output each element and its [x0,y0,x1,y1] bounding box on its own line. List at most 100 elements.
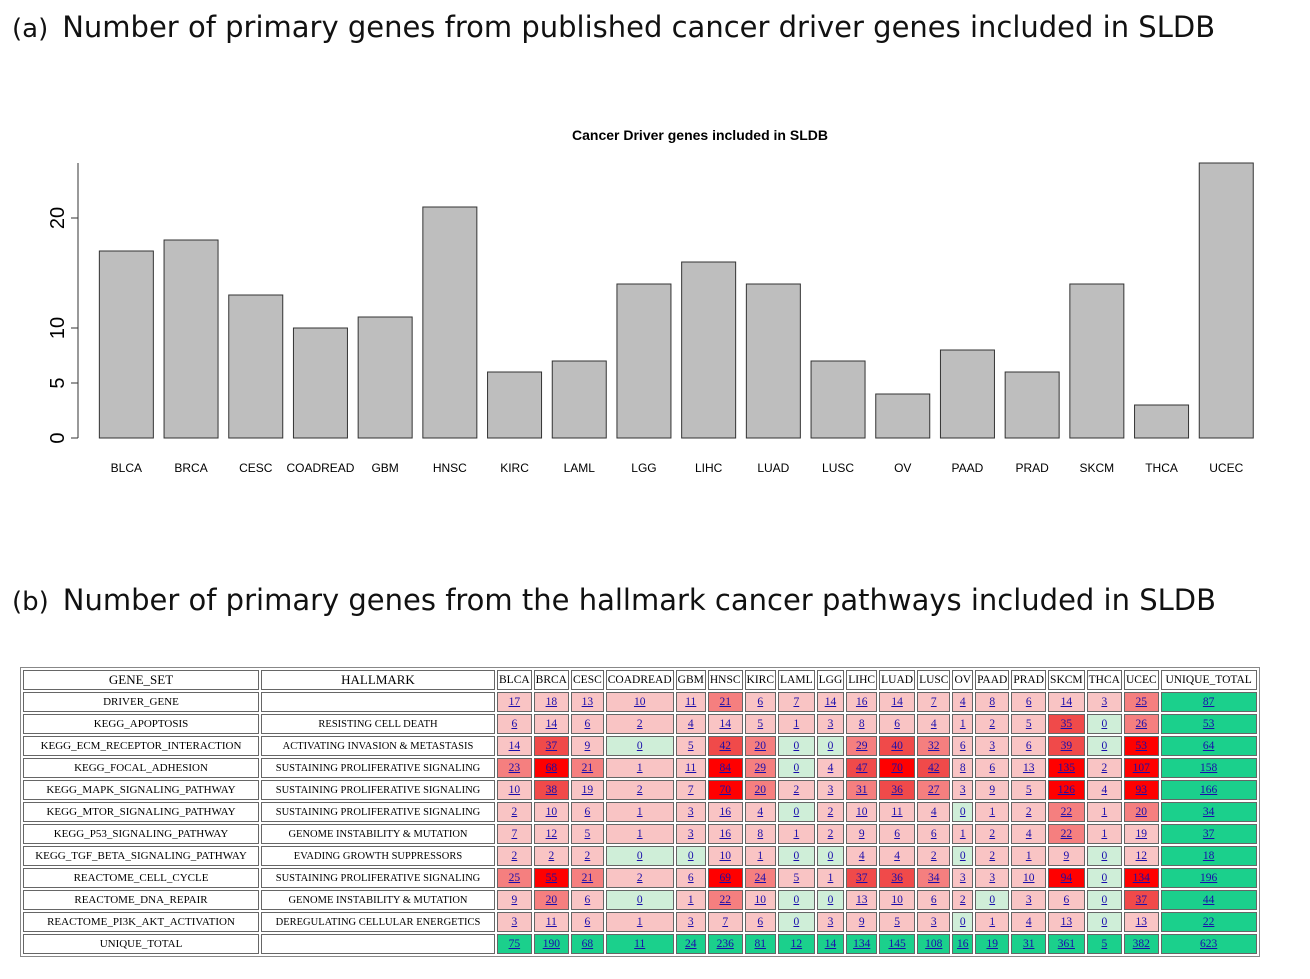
value-link[interactable]: 1 [989,916,996,928]
value-link[interactable]: 12 [545,828,558,840]
value-link[interactable]: 2 [511,806,518,818]
value-link[interactable]: 1 [636,806,643,818]
value-link[interactable]: 19 [986,938,998,950]
value-link[interactable]: 25 [1135,696,1148,708]
value-link[interactable]: 2 [1101,762,1108,774]
value-link[interactable]: 21 [581,872,594,884]
value-link[interactable]: 5 [894,916,900,928]
value-link[interactable]: 9 [1063,850,1070,862]
value-link[interactable]: 361 [1057,938,1075,950]
value-link[interactable]: 1 [636,916,643,928]
value-link[interactable]: 1 [793,718,800,730]
value-link[interactable]: 0 [1101,872,1108,884]
value-link[interactable]: 2 [959,894,966,906]
value-link[interactable]: 4 [1025,828,1032,840]
value-link[interactable]: 31 [1022,938,1035,950]
value-link[interactable]: 0 [1101,740,1108,752]
value-link[interactable]: 36 [891,872,903,884]
unique-total-link[interactable]: 53 [1202,718,1215,730]
value-link[interactable]: 0 [793,806,800,818]
value-link[interactable]: 6 [1063,894,1070,906]
value-link[interactable]: 84 [719,762,731,774]
value-link[interactable]: 0 [827,850,834,862]
value-link[interactable]: 75 [508,938,521,950]
value-link[interactable]: 6 [757,696,764,708]
value-link[interactable]: 4 [894,850,900,862]
value-link[interactable]: 11 [545,916,557,928]
value-link[interactable]: 3 [687,916,694,928]
value-link[interactable]: 2 [636,784,643,796]
value-link[interactable]: 7 [511,828,518,840]
value-link[interactable]: 3 [959,872,966,884]
value-link[interactable]: 42 [719,740,731,752]
value-link[interactable]: 6 [511,718,518,730]
value-link[interactable]: 6 [930,894,937,906]
value-link[interactable]: 5 [1025,718,1032,730]
value-link[interactable]: 3 [687,806,694,818]
value-link[interactable]: 1 [989,806,996,818]
value-link[interactable]: 2 [636,872,643,884]
value-link[interactable]: 40 [891,740,903,752]
value-link[interactable]: 0 [827,894,834,906]
value-link[interactable]: 0 [959,916,966,928]
value-link[interactable]: 11 [891,806,903,818]
value-link[interactable]: 14 [824,938,837,950]
value-link[interactable]: 42 [928,762,940,774]
value-link[interactable]: 3 [930,916,937,928]
value-link[interactable]: 21 [719,696,731,708]
value-link[interactable]: 0 [636,740,643,752]
value-link[interactable]: 11 [685,762,697,774]
value-link[interactable]: 11 [634,938,646,950]
value-link[interactable]: 1 [793,828,800,840]
unique-total-link[interactable]: 37 [1202,828,1215,840]
value-link[interactable]: 25 [508,872,521,884]
value-link[interactable]: 37 [1135,894,1148,906]
value-link[interactable]: 0 [959,850,966,862]
value-link[interactable]: 4 [687,718,694,730]
value-link[interactable]: 2 [548,850,555,862]
unique-total-link[interactable]: 44 [1202,894,1215,906]
value-link[interactable]: 1 [1101,806,1108,818]
value-link[interactable]: 7 [930,696,937,708]
value-link[interactable]: 37 [545,740,558,752]
value-link[interactable]: 10 [1022,872,1035,884]
value-link[interactable]: 36 [891,784,903,796]
value-link[interactable]: 9 [858,916,865,928]
value-link[interactable]: 10 [508,784,521,796]
unique-total-link[interactable]: 623 [1200,938,1218,950]
unique-total-link[interactable]: 158 [1200,762,1218,774]
value-link[interactable]: 9 [511,894,518,906]
value-link[interactable]: 4 [757,806,764,818]
value-link[interactable]: 0 [1101,850,1108,862]
value-link[interactable]: 13 [1060,916,1073,928]
value-link[interactable]: 0 [687,850,694,862]
value-link[interactable]: 19 [1135,828,1148,840]
value-link[interactable]: 126 [1057,784,1075,796]
value-link[interactable]: 6 [687,872,694,884]
value-link[interactable]: 81 [754,938,767,950]
value-link[interactable]: 20 [754,740,767,752]
value-link[interactable]: 68 [545,762,558,774]
value-link[interactable]: 3 [1025,894,1032,906]
value-link[interactable]: 6 [584,806,591,818]
value-link[interactable]: 14 [719,718,731,730]
value-link[interactable]: 3 [827,718,834,730]
value-link[interactable]: 0 [959,806,966,818]
value-link[interactable]: 2 [636,718,643,730]
value-link[interactable]: 6 [1025,740,1032,752]
value-link[interactable]: 190 [542,938,560,950]
value-link[interactable]: 17 [508,696,521,708]
value-link[interactable]: 1 [1025,850,1032,862]
value-link[interactable]: 8 [959,762,966,774]
unique-total-link[interactable]: 34 [1202,806,1215,818]
unique-total-link[interactable]: 64 [1202,740,1215,752]
value-link[interactable]: 135 [1057,762,1075,774]
value-link[interactable]: 19 [581,784,594,796]
value-link[interactable]: 55 [545,872,558,884]
value-link[interactable]: 23 [508,762,521,774]
value-link[interactable]: 7 [793,696,800,708]
value-link[interactable]: 2 [793,784,800,796]
value-link[interactable]: 39 [1060,740,1073,752]
value-link[interactable]: 4 [1101,784,1108,796]
unique-total-link[interactable]: 166 [1200,784,1218,796]
